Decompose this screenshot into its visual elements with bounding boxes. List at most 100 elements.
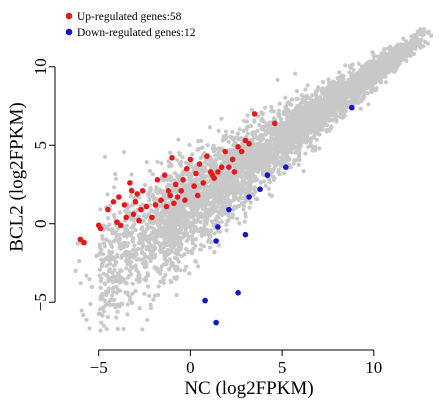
background-point — [173, 221, 178, 226]
background-point — [106, 279, 111, 284]
background-point — [369, 89, 374, 94]
background-point — [212, 231, 217, 236]
background-point — [294, 96, 299, 101]
background-point — [132, 222, 137, 227]
background-point — [127, 273, 132, 278]
background-point — [218, 206, 223, 211]
background-point — [154, 185, 159, 190]
background-point — [305, 108, 310, 113]
background-point — [286, 127, 291, 133]
background-point — [122, 150, 127, 155]
background-point — [188, 204, 193, 209]
background-point — [140, 202, 145, 208]
background-point — [199, 231, 204, 237]
background-point — [144, 244, 150, 249]
background-point — [114, 237, 119, 242]
background-point — [297, 131, 303, 136]
background-point — [276, 113, 281, 119]
background-point — [102, 154, 108, 159]
background-point — [97, 273, 102, 278]
background-point — [317, 146, 322, 151]
background-point — [138, 237, 143, 242]
background-point — [347, 70, 352, 75]
background-point — [228, 147, 233, 152]
background-point — [174, 275, 180, 280]
background-point — [359, 98, 364, 103]
background-point — [357, 75, 362, 80]
background-point — [269, 108, 274, 113]
background-point — [155, 228, 160, 234]
background-point — [299, 127, 304, 132]
down-regulated-point — [246, 194, 252, 200]
background-point — [130, 217, 135, 222]
background-point — [328, 94, 333, 99]
background-point — [213, 163, 218, 168]
background-point — [102, 281, 107, 286]
background-point — [152, 235, 157, 240]
background-point — [267, 129, 272, 134]
background-point — [146, 224, 151, 229]
background-point — [137, 276, 142, 281]
background-point — [318, 95, 323, 100]
background-point — [141, 233, 146, 238]
background-point — [297, 154, 302, 159]
background-point — [291, 131, 297, 136]
background-point — [146, 284, 151, 289]
background-point — [100, 263, 105, 268]
background-point — [258, 138, 263, 143]
background-point — [249, 107, 255, 112]
x-axis-title: NC (log2FPKM) — [184, 378, 313, 399]
background-point — [199, 138, 204, 143]
up-regulated-point — [105, 206, 111, 213]
background-point — [211, 185, 216, 190]
background-point — [245, 131, 250, 136]
background-point — [263, 183, 268, 188]
background-point — [158, 271, 163, 276]
background-point — [183, 209, 188, 214]
up-regulated-point — [178, 188, 184, 194]
background-point — [156, 284, 161, 289]
background-point — [327, 128, 332, 133]
background-point — [294, 89, 300, 94]
up-regulated-point — [169, 155, 175, 161]
background-point — [252, 190, 257, 195]
background-point — [250, 156, 255, 161]
background-point — [248, 200, 253, 205]
background-point — [312, 111, 317, 117]
background-point — [258, 180, 264, 185]
background-point — [127, 295, 132, 300]
background-point — [339, 83, 344, 88]
background-point — [194, 219, 199, 225]
background-point — [302, 95, 307, 100]
background-point — [390, 61, 395, 66]
background-point — [98, 328, 103, 333]
background-point — [211, 204, 216, 209]
background-point — [205, 143, 210, 148]
background-point — [147, 168, 153, 174]
background-point — [401, 56, 406, 61]
background-point — [209, 210, 214, 215]
background-point — [214, 196, 219, 201]
background-point — [112, 297, 117, 302]
background-point — [259, 110, 264, 115]
background-point — [299, 111, 304, 116]
background-point — [334, 81, 339, 86]
background-point — [292, 158, 297, 163]
up-regulated-point — [242, 137, 249, 144]
up-regulated-point — [218, 164, 225, 170]
background-point — [163, 227, 168, 232]
background-point — [136, 233, 141, 238]
background-point — [252, 119, 257, 124]
background-point — [178, 218, 183, 223]
background-point — [178, 161, 183, 166]
background-point — [310, 93, 315, 98]
background-point — [263, 131, 268, 136]
background-point — [238, 190, 243, 195]
background-point — [159, 233, 164, 239]
y-axis-title: BCL2 (log2FPKM) — [6, 102, 27, 251]
up-regulated-point — [251, 111, 258, 117]
background-point — [220, 195, 225, 200]
background-point — [231, 182, 236, 187]
background-point — [158, 244, 163, 249]
